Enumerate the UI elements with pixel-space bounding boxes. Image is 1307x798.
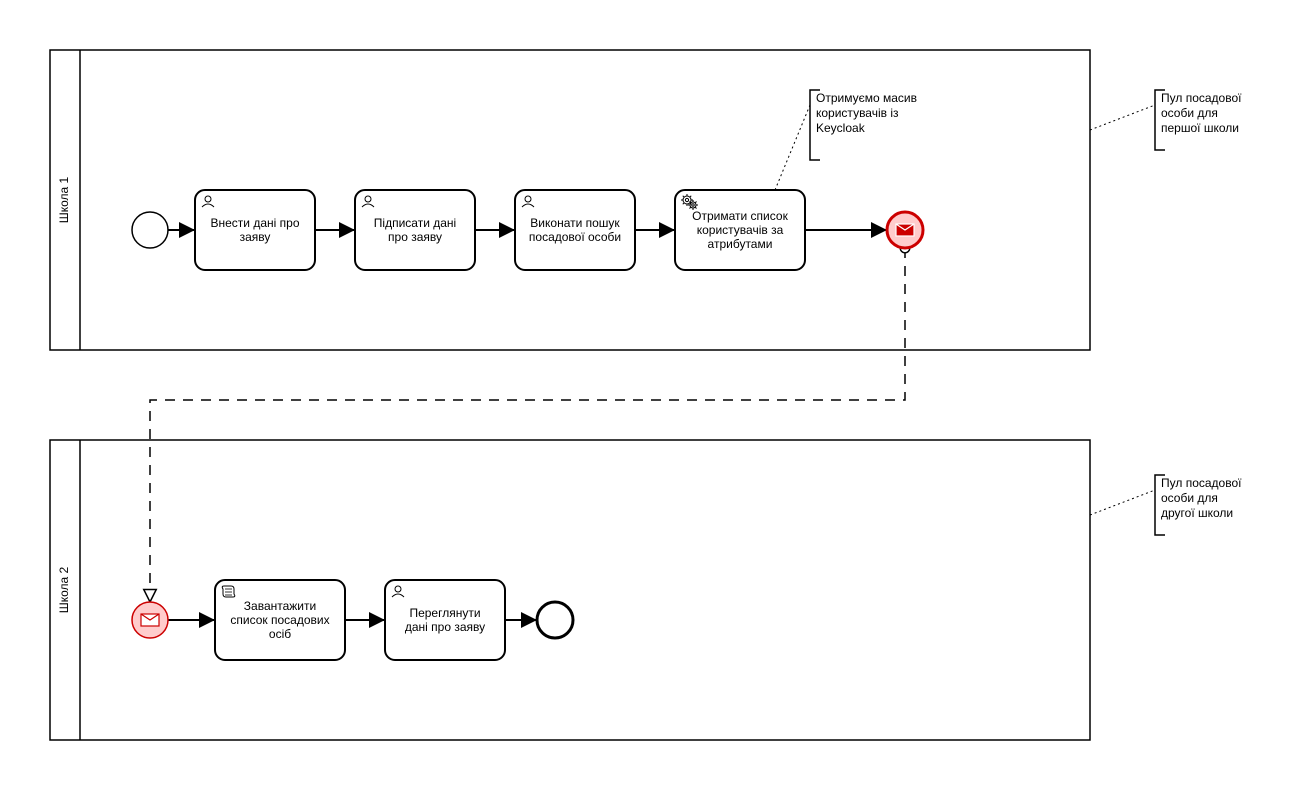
annotation-text: Отримуємо масивкористувачів ізKeycloak bbox=[816, 91, 917, 135]
task-t2: Підписати даніпро заяву bbox=[355, 190, 475, 270]
pool-label: Школа 1 bbox=[57, 176, 71, 223]
association-line bbox=[775, 105, 810, 190]
task-t5: Завантажитисписок посадовихосіб bbox=[215, 580, 345, 660]
pool-label: Школа 2 bbox=[57, 566, 71, 613]
message-start-event bbox=[132, 602, 168, 638]
text-annotation: Отримуємо масивкористувачів ізKeycloak bbox=[775, 90, 917, 190]
message-flow bbox=[150, 248, 905, 602]
start-event bbox=[132, 212, 168, 248]
task-label: Переглянутидані про заяву bbox=[405, 606, 485, 634]
task-t1: Внести дані прозаяву bbox=[195, 190, 315, 270]
pool-pool2: Школа 2 bbox=[50, 440, 1090, 740]
end-event bbox=[537, 602, 573, 638]
text-annotation: Пул посадовоїособи дляпершої школи bbox=[1090, 90, 1242, 150]
task-t6: Переглянутидані про заяву bbox=[385, 580, 505, 660]
annotation-text: Пул посадовоїособи длядругої школи bbox=[1161, 476, 1242, 520]
task-label: Виконати пошукпосадової особи bbox=[529, 216, 621, 244]
association-line bbox=[1090, 490, 1155, 515]
text-annotation: Пул посадовоїособи длядругої школи bbox=[1090, 475, 1242, 535]
association-line bbox=[1090, 105, 1155, 130]
annotation-text: Пул посадовоїособи дляпершої школи bbox=[1161, 91, 1242, 135]
task-t4: Отримати списоккористувачів заатрибутами bbox=[675, 190, 805, 270]
task-t3: Виконати пошукпосадової особи bbox=[515, 190, 635, 270]
message-end-event bbox=[887, 212, 923, 248]
